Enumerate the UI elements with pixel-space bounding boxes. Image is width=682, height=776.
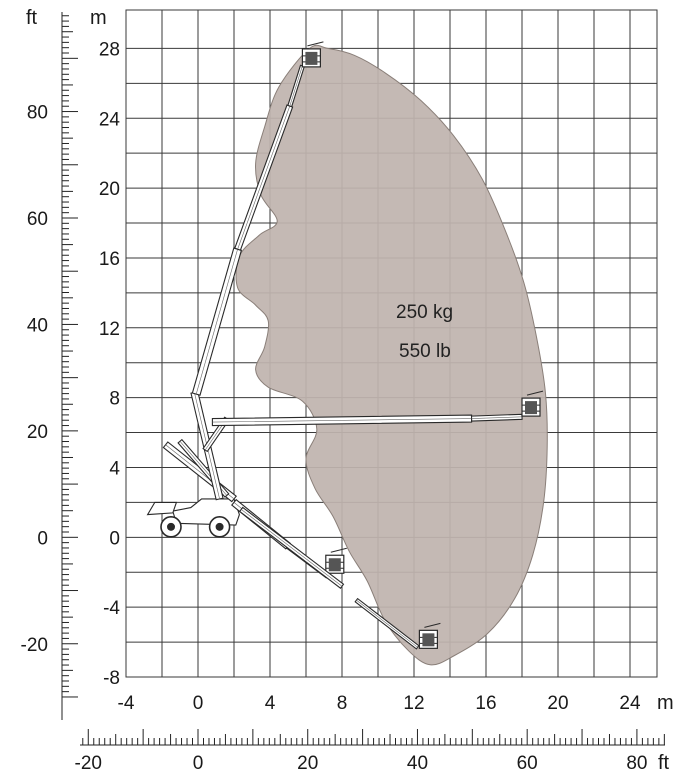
y-tick-label-ft: 80 xyxy=(27,103,48,124)
y-tick-label-m: 24 xyxy=(99,109,121,130)
platform-max-outreach xyxy=(521,390,544,417)
y-tick-label-ft: 60 xyxy=(27,209,48,230)
y-tick-label-m: 28 xyxy=(99,39,120,60)
y-tick-label-m: 20 xyxy=(99,179,120,200)
deep-boom-fly-centerline xyxy=(356,599,418,648)
capacity-lb-label: 550 lb xyxy=(399,341,451,362)
horizontal-boom-fly-centerline xyxy=(471,416,523,419)
x-tick-label-m: 8 xyxy=(337,693,348,714)
x-unit-m-label: m xyxy=(657,692,674,714)
y-tick-label-m: -8 xyxy=(103,668,120,689)
plot-frame xyxy=(125,9,658,678)
x-tick-label-m: 4 xyxy=(265,693,276,714)
aerial-lift-machine xyxy=(146,41,544,650)
y-tick-label-ft: 0 xyxy=(37,528,48,549)
x-tick-label-m: 0 xyxy=(193,693,204,714)
x-tick-label-m: 16 xyxy=(475,693,496,714)
y-tick-label-ft: 20 xyxy=(27,422,48,443)
x-tick-label-ft: 20 xyxy=(297,753,318,774)
x-tick-label-ft: 80 xyxy=(626,753,647,774)
x-tick-label-ft: 40 xyxy=(407,753,428,774)
axis-labels: ft m m ft 250 kg 550 lb xyxy=(26,7,674,774)
machine-chassis xyxy=(146,498,240,538)
y-unit-m-label: m xyxy=(90,7,107,29)
upper-boom-tip-centerline xyxy=(289,65,303,107)
y-tick-label-m: 12 xyxy=(99,319,120,340)
y-tick-label-m: 0 xyxy=(109,528,120,549)
y-unit-ft-label: ft xyxy=(26,7,38,29)
upper-boom-fly-centerline xyxy=(237,105,291,250)
envelope-shape xyxy=(235,44,548,666)
y-tick-label-ft: -20 xyxy=(21,635,48,656)
x-tick-label-ft: 60 xyxy=(517,753,538,774)
x-tick-label-m: -4 xyxy=(118,693,135,714)
capacity-kg-label: 250 kg xyxy=(396,302,453,323)
platform-top xyxy=(301,41,324,68)
platform-below-grade-shallow xyxy=(325,547,347,574)
horizontal-boom-base-centerline xyxy=(212,418,472,423)
y-tick-label-m: 4 xyxy=(109,458,120,479)
upper-boom-base-centerline xyxy=(195,249,238,395)
x-tick-label-m: 12 xyxy=(403,693,424,714)
y-tick-label-m: 16 xyxy=(99,249,120,270)
y-tick-label-m: 8 xyxy=(109,389,120,410)
platform-below-grade-deep xyxy=(418,622,441,649)
deep-boom-base-centerline xyxy=(241,509,343,587)
x-tick-label-ft: 0 xyxy=(193,753,204,774)
x-unit-ft-label: ft xyxy=(658,752,670,774)
working-envelope xyxy=(235,44,548,666)
x-tick-label-m: 20 xyxy=(547,693,568,714)
y-tick-label-ft: 40 xyxy=(27,315,48,336)
x-tick-label-ft: -20 xyxy=(75,753,102,774)
x-tick-label-m: 24 xyxy=(619,693,641,714)
y-tick-label-m: -4 xyxy=(103,598,120,619)
